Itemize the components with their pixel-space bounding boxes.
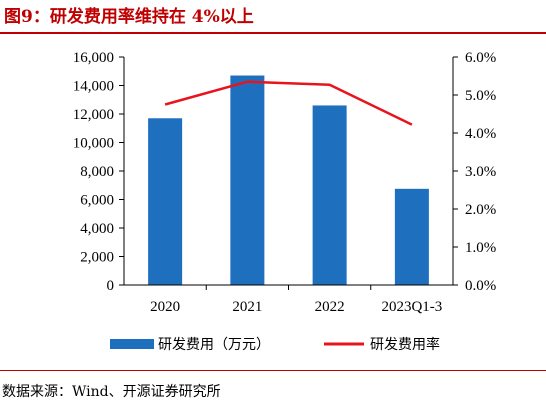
x-axis-tick-label: 2022 — [315, 299, 345, 315]
legend-bar-swatch — [110, 339, 154, 349]
bar-series — [148, 75, 429, 286]
right-axis-tick-label: 3.0% — [465, 164, 496, 180]
legend: 研发费用（万元） 研发费用率 — [110, 336, 440, 353]
source-note: 数据来源：Wind、开源证券研究所 — [2, 384, 221, 400]
left-axis-tick-label: 6,000 — [80, 193, 114, 209]
right-axis-tick-label: 1.0% — [465, 240, 496, 256]
x-axis: 2020 2021 2022 2023Q1-3 — [124, 284, 453, 315]
chart-area: 0 2,000 4,000 6,000 8,000 10,000 12,000 14,000 1… — [73, 50, 497, 353]
legend-line-label: 研发费用率 — [370, 336, 440, 353]
bar — [148, 118, 183, 286]
left-axis-tick-label: 8,000 — [80, 164, 114, 180]
chart-title: 图9：研发费用率维持在 4%以上 — [4, 7, 254, 27]
left-axis-tick-label: 14,000 — [73, 79, 114, 95]
x-axis-tick-label: 2023Q1-3 — [381, 299, 442, 315]
line-series — [164, 80, 413, 126]
left-axis: 0 2,000 4,000 6,000 8,000 10,000 12,000 14,000 1… — [73, 50, 125, 294]
title-divider — [0, 32, 546, 34]
right-axis-tick-label: 5.0% — [465, 88, 496, 104]
source-divider — [0, 370, 546, 371]
x-axis-tick-label: 2020 — [150, 299, 180, 315]
rate-line — [164, 80, 413, 126]
bar — [312, 105, 347, 285]
right-axis-tick-label: 0.0% — [465, 278, 496, 294]
left-axis-tick-label: 2,000 — [80, 250, 114, 266]
left-axis-tick-label: 4,000 — [80, 221, 114, 237]
bar — [230, 75, 265, 286]
left-axis-tick-label: 0 — [107, 278, 115, 294]
legend-bar-label: 研发费用（万元） — [158, 337, 270, 353]
right-axis-tick-label: 4.0% — [465, 126, 496, 142]
right-axis: 0.0% 1.0% 2.0% 3.0% 4.0% 5.0% 6.0% — [452, 50, 496, 294]
left-axis-tick-label: 10,000 — [73, 136, 114, 152]
bar — [394, 188, 429, 285]
right-axis-tick-label: 2.0% — [465, 202, 496, 218]
x-axis-tick-label: 2021 — [232, 299, 262, 315]
left-axis-tick-label: 16,000 — [73, 50, 114, 66]
left-axis-tick-label: 12,000 — [73, 107, 114, 123]
right-axis-tick-label: 6.0% — [465, 50, 496, 66]
